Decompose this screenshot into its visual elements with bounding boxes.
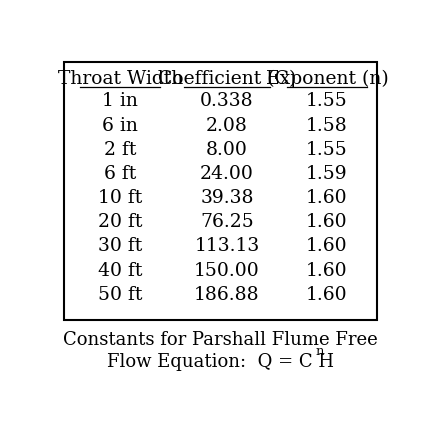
Text: 10 ft: 10 ft bbox=[98, 189, 142, 207]
Text: 24.00: 24.00 bbox=[200, 165, 254, 183]
Text: 1.58: 1.58 bbox=[306, 117, 348, 135]
Text: 2 ft: 2 ft bbox=[104, 141, 137, 159]
Text: 1.60: 1.60 bbox=[306, 262, 348, 279]
Text: n: n bbox=[316, 346, 324, 358]
Text: 1.55: 1.55 bbox=[306, 141, 348, 159]
Text: 1.60: 1.60 bbox=[306, 189, 348, 207]
Text: 30 ft: 30 ft bbox=[98, 237, 142, 255]
Text: 76.25: 76.25 bbox=[200, 213, 254, 231]
Text: 1.60: 1.60 bbox=[306, 213, 348, 231]
Text: 2.08: 2.08 bbox=[206, 117, 248, 135]
Text: 1.59: 1.59 bbox=[306, 165, 348, 183]
Text: 8.00: 8.00 bbox=[206, 141, 248, 159]
Text: 113.13: 113.13 bbox=[194, 237, 260, 255]
Text: Coefficient (C): Coefficient (C) bbox=[158, 70, 296, 88]
Text: 6 ft: 6 ft bbox=[104, 165, 137, 183]
Text: 150.00: 150.00 bbox=[194, 262, 260, 279]
Text: Exponent (n): Exponent (n) bbox=[266, 70, 388, 88]
Text: Throat Width: Throat Width bbox=[58, 70, 183, 88]
Text: Flow Equation:  Q = C H: Flow Equation: Q = C H bbox=[107, 353, 334, 371]
Text: Constants for Parshall Flume Free: Constants for Parshall Flume Free bbox=[63, 331, 378, 349]
FancyBboxPatch shape bbox=[64, 62, 377, 320]
Text: 50 ft: 50 ft bbox=[98, 286, 143, 304]
Text: 20 ft: 20 ft bbox=[98, 213, 143, 231]
Text: 1.55: 1.55 bbox=[306, 92, 348, 111]
Text: 0.338: 0.338 bbox=[200, 92, 254, 111]
Text: 1.60: 1.60 bbox=[306, 286, 348, 304]
Text: 6 in: 6 in bbox=[102, 117, 138, 135]
Text: 186.88: 186.88 bbox=[194, 286, 260, 304]
Text: 1.60: 1.60 bbox=[306, 237, 348, 255]
Text: 1 in: 1 in bbox=[102, 92, 138, 111]
Text: 40 ft: 40 ft bbox=[98, 262, 143, 279]
Text: 39.38: 39.38 bbox=[200, 189, 254, 207]
